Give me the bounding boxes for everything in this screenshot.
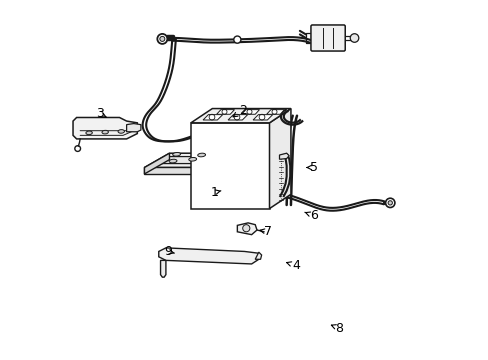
Text: 9: 9 bbox=[163, 245, 174, 258]
Ellipse shape bbox=[188, 157, 196, 161]
Circle shape bbox=[160, 36, 164, 41]
FancyBboxPatch shape bbox=[310, 25, 345, 51]
Polygon shape bbox=[152, 157, 251, 163]
Text: 5: 5 bbox=[306, 161, 318, 174]
Polygon shape bbox=[216, 110, 234, 114]
Text: 7: 7 bbox=[260, 225, 271, 238]
Polygon shape bbox=[190, 109, 290, 123]
Text: 8: 8 bbox=[331, 322, 343, 335]
Circle shape bbox=[242, 225, 249, 232]
Circle shape bbox=[233, 36, 241, 43]
Polygon shape bbox=[227, 114, 247, 120]
Circle shape bbox=[157, 34, 167, 44]
Ellipse shape bbox=[86, 131, 92, 135]
Polygon shape bbox=[190, 123, 269, 208]
Polygon shape bbox=[279, 153, 288, 159]
Polygon shape bbox=[144, 153, 269, 167]
Polygon shape bbox=[144, 167, 244, 174]
Ellipse shape bbox=[102, 130, 108, 134]
Text: 6: 6 bbox=[304, 209, 318, 222]
Polygon shape bbox=[241, 110, 259, 114]
Circle shape bbox=[385, 198, 394, 207]
Polygon shape bbox=[237, 223, 257, 235]
Polygon shape bbox=[266, 110, 284, 114]
Polygon shape bbox=[144, 153, 169, 174]
Polygon shape bbox=[126, 123, 141, 132]
Polygon shape bbox=[253, 114, 272, 120]
Ellipse shape bbox=[197, 153, 205, 157]
Polygon shape bbox=[269, 109, 290, 208]
Polygon shape bbox=[73, 117, 137, 139]
Circle shape bbox=[387, 201, 391, 205]
Circle shape bbox=[349, 34, 358, 42]
Polygon shape bbox=[203, 114, 222, 120]
Ellipse shape bbox=[172, 153, 180, 156]
Ellipse shape bbox=[169, 159, 177, 163]
Text: 4: 4 bbox=[286, 259, 300, 272]
Text: 1: 1 bbox=[210, 186, 221, 199]
Polygon shape bbox=[160, 260, 165, 277]
Text: 2: 2 bbox=[232, 104, 246, 117]
Polygon shape bbox=[159, 248, 258, 264]
Polygon shape bbox=[255, 252, 261, 259]
Ellipse shape bbox=[118, 130, 124, 133]
Text: 3: 3 bbox=[96, 107, 106, 120]
